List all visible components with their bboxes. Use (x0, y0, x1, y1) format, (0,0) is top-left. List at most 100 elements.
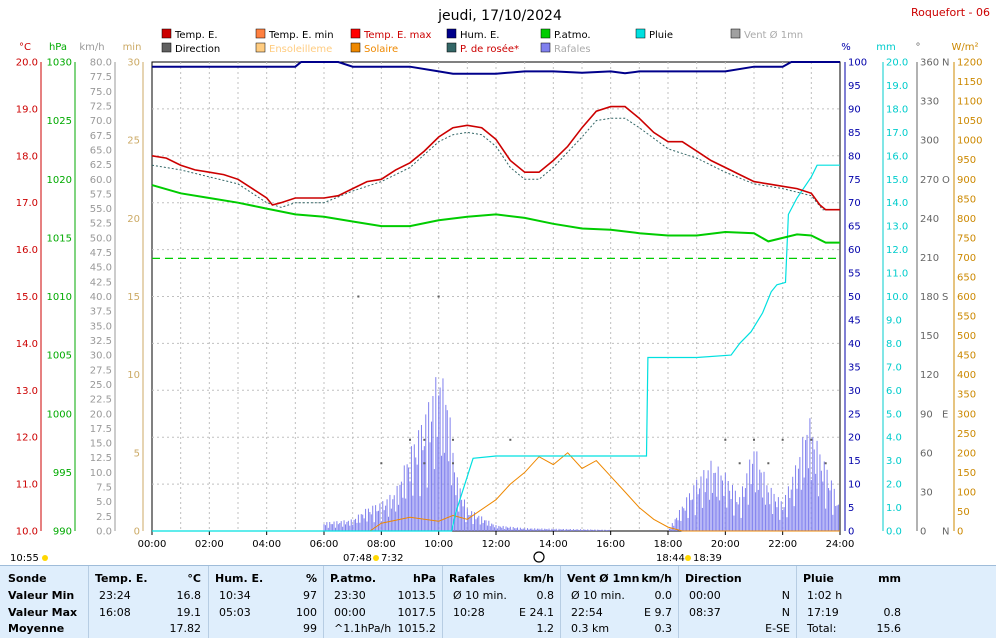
axis-tick-wind: 15.0 (90, 439, 112, 450)
axis-letter-dir: N (942, 527, 949, 538)
axis-tick-solar: 550 (957, 312, 976, 323)
axis-tick-rain: 13.0 (886, 222, 908, 233)
legend-label-solaire: Solaire (364, 44, 398, 55)
x-tick-label: 22:00 (768, 539, 797, 550)
axis-tick-hum: 20 (848, 433, 861, 444)
axis-tick-sun_min: 5 (134, 448, 140, 459)
x-tick-label: 08:00 (367, 539, 396, 550)
axis-tick-wind: 75.0 (90, 87, 112, 98)
axis-letter-dir: S (942, 292, 948, 303)
direction-dot (380, 462, 383, 465)
x-tick-label: 02:00 (195, 539, 224, 550)
sun-icon-rise (373, 555, 379, 561)
axis-patmo: 990 995 1000 1005 1010 1015 1020 1025 1030 (47, 58, 76, 538)
axis-tick-sun_min: 0 (134, 527, 140, 538)
legend-label-rosee: P. de rosée* (460, 43, 519, 55)
axis-tick-wind: 47.5 (90, 248, 112, 259)
axis-unit-solar: W/m² (951, 42, 978, 53)
direction-series (357, 295, 827, 465)
stats-cell-value: N (781, 589, 790, 602)
axis-tick-wind: 60.0 (90, 175, 112, 186)
moon-icon (533, 551, 545, 563)
axis-unit-dir: ° (916, 42, 921, 53)
axis-ticks: 00:00 02:00 04:00 06:00 08:00 10:00 12:00 14:00… (16, 58, 983, 551)
axis-tick-wind: 37.5 (90, 307, 112, 318)
station-name: Roquefort - 06 (911, 6, 990, 19)
axis-tick-rain: 10.0 (886, 292, 908, 303)
axis-tick-dir: 0 (920, 527, 926, 538)
stats-column-unit: % (305, 572, 317, 585)
axis-tick-solar: 400 (957, 370, 976, 381)
x-tick-label: 20:00 (711, 539, 740, 550)
stats-cell-time: 22:54 (571, 606, 603, 619)
axis-tick-wind: 22.5 (90, 395, 112, 406)
stats-cell-value: 19.1 (176, 606, 202, 619)
stats-column: Pluie mm 1:02 h 17:19 0.8 Total: 15.6 (796, 566, 907, 638)
stats-column-unit: km/h (641, 572, 672, 585)
x-tick-label: 18:00 (654, 539, 683, 550)
axis-tick-hum: 85 (848, 128, 861, 139)
axis-tick-wind: 50.0 (90, 233, 112, 244)
axis-tick-hum: 55 (848, 269, 861, 280)
axis-tick-hum: 40 (848, 339, 861, 350)
legend-swatch-rafales (540, 42, 551, 53)
axis-tick-hum: 10 (848, 480, 861, 491)
direction-dot (357, 295, 360, 298)
sun-icon-set (685, 555, 691, 561)
sun-icon-left (42, 555, 48, 561)
axis-tick-wind: 25.0 (90, 380, 112, 391)
legend-item-temp_min: Temp. E. min (255, 28, 334, 41)
axis-tick-dir: 240 (920, 214, 939, 225)
axis-tick-solar: 150 (957, 468, 976, 479)
axis-tick-patmo: 1025 (47, 116, 72, 127)
axis-tick-wind: 0.0 (96, 527, 112, 538)
axis-tick-wind: 70.0 (90, 116, 112, 127)
legend-label-patmo: P.atmo. (554, 30, 591, 41)
stats-cell-time: 23:24 (99, 589, 131, 602)
axis-tick-hum: 65 (848, 222, 861, 233)
axis-tick-solar: 850 (957, 194, 976, 205)
axis-tick-solar: 900 (957, 175, 976, 186)
legend-swatch-solaire (350, 42, 361, 53)
legend-item-temp: Temp. E. (161, 28, 218, 41)
axis-sun_min: 0 5 10 15 20 25 30 (127, 58, 144, 538)
axis-tick-solar: 600 (957, 292, 976, 303)
axis-tick-solar: 950 (957, 155, 976, 166)
x-tick-label: 04:00 (252, 539, 281, 550)
legend-swatch-hum (446, 28, 457, 39)
axis-tick-hum: 70 (848, 198, 861, 209)
stats-cell-value: 1013.5 (397, 589, 437, 602)
axis-tick-solar: 450 (957, 351, 976, 362)
axis-tick-rain: 16.0 (886, 151, 908, 162)
stats-cell-time: 00:00 (334, 606, 366, 619)
axis-tick-wind: 20.0 (90, 409, 112, 420)
axis-tick-sun_min: 30 (127, 58, 140, 69)
stats-cell-time: 16:08 (99, 606, 131, 619)
legend-swatch-temp_max (350, 28, 361, 39)
axis-tick-solar: 650 (957, 272, 976, 283)
axis-tick-hum: 0 (848, 527, 854, 538)
axis-tick-dir: 60 (920, 448, 933, 459)
stats-column-unit: mm (878, 572, 901, 585)
axis-tick-solar: 0 (957, 527, 963, 538)
direction-dot (824, 462, 827, 465)
axis-tick-dir: 270 (920, 175, 939, 186)
axis-tick-wind: 12.5 (90, 453, 112, 464)
axis-tick-patmo: 1005 (47, 351, 72, 362)
axis-tick-wind: 52.5 (90, 219, 112, 230)
stats-column: Direction 00:00 N 08:37 N E-SE (678, 566, 796, 638)
x-tick-label: 12:00 (482, 539, 511, 550)
stats-cell-time: Ø 10 min. (571, 589, 625, 602)
axis-tick-rain: 8.0 (886, 339, 902, 350)
axis-tick-solar: 200 (957, 448, 976, 459)
legend-label-temp_max: Temp. E. max (363, 30, 432, 41)
axis-tick-rain: 2.0 (886, 480, 902, 491)
axis-tick-patmo: 1030 (47, 58, 72, 69)
stats-cell-value: 1015.2 (397, 622, 437, 635)
direction-dot (452, 438, 454, 441)
axis-tick-rain: 6.0 (886, 386, 902, 397)
stats-column: Temp. E. °C 23:24 16.8 16:08 19.1 17.82 (88, 566, 207, 638)
direction-dot (437, 295, 440, 298)
stats-cell-value: 16.8 (176, 589, 202, 602)
axis-unit-sun_min: min (123, 42, 142, 53)
